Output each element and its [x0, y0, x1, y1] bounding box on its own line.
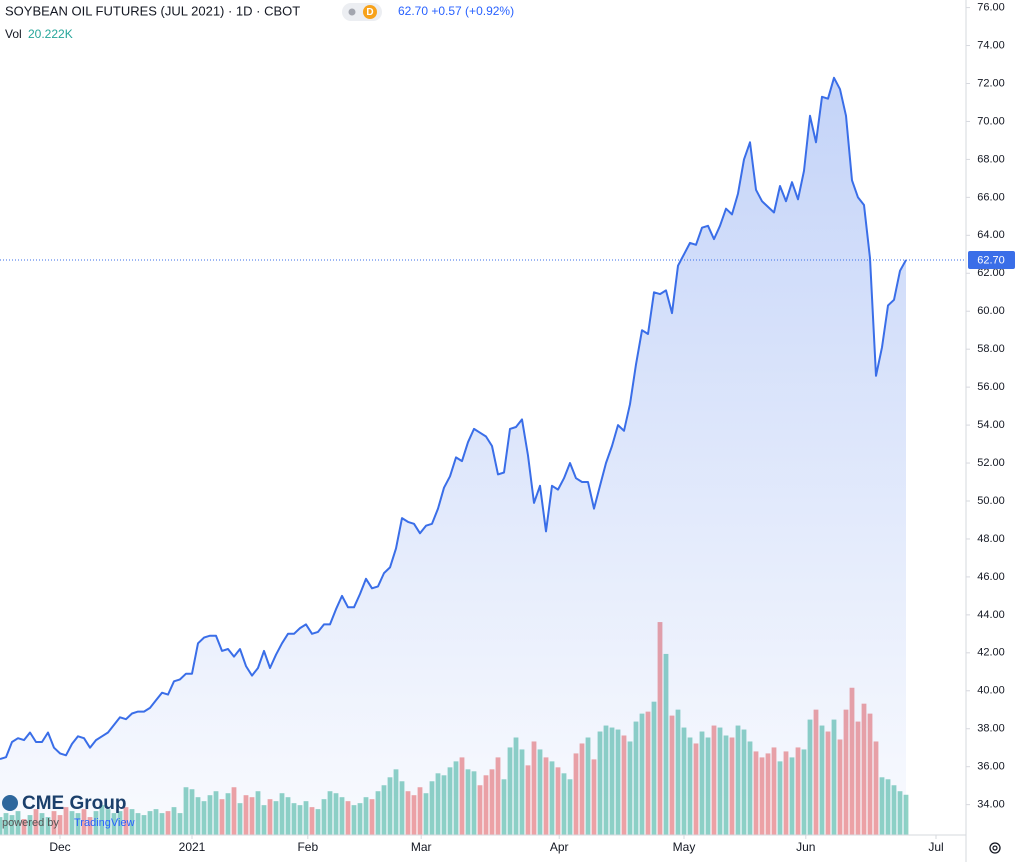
badge-dot [348, 8, 356, 16]
y-tick-label: 44.00 [977, 609, 1005, 621]
y-tick-label: 62.00 [977, 267, 1005, 279]
volume-label: Vol [5, 27, 22, 41]
volume-value: 20.222K [28, 27, 73, 41]
settings-icon[interactable] [989, 842, 1001, 854]
x-tick-label: Feb [297, 840, 318, 854]
y-tick-label: 38.00 [977, 723, 1005, 735]
y-tick-label: 66.00 [977, 191, 1005, 203]
y-tick-label: 70.00 [977, 115, 1005, 127]
y-tick-label: 76.00 [977, 1, 1005, 13]
y-tick-label: 34.00 [977, 799, 1005, 811]
interval-badge: D [366, 7, 373, 18]
cme-logo: CME Group [22, 793, 127, 814]
x-tick-label: Jul [928, 840, 943, 854]
x-tick-label: 2021 [179, 840, 206, 854]
x-tick-label: Mar [411, 840, 432, 854]
price-area [0, 77, 906, 836]
y-tick-label: 60.00 [977, 305, 1005, 317]
y-tick-label: 42.00 [977, 647, 1005, 659]
y-tick-label: 72.00 [977, 77, 1005, 89]
price-line [0, 76, 907, 761]
y-tick-label: 40.00 [977, 685, 1005, 697]
quote: 62.70 +0.57 (+0.92%) [398, 4, 514, 18]
y-tick-label: 68.00 [977, 153, 1005, 165]
y-tick-label: 74.00 [977, 39, 1005, 51]
x-tick-label: Dec [49, 840, 70, 854]
y-tick-label: 54.00 [977, 419, 1005, 431]
y-tick-label: 36.00 [977, 761, 1005, 773]
last-price-box [968, 250, 1015, 269]
y-tick-label: 58.00 [977, 343, 1005, 355]
plot-area [0, 76, 909, 836]
y-tick-label: 56.00 [977, 381, 1005, 393]
chart-title: SOYBEAN OIL FUTURES (JUL 2021) · 1D · CB… [5, 3, 300, 18]
y-tick-label: 50.00 [977, 495, 1005, 507]
powered-brand[interactable]: TradingView [74, 817, 135, 829]
x-tick-label: Apr [550, 840, 569, 854]
last-price-label: 62.70 [977, 254, 1005, 266]
x-tick-label: May [673, 840, 696, 854]
y-tick-label: 48.00 [977, 533, 1005, 545]
powered-by: powered by [2, 817, 59, 829]
x-tick-label: Jun [796, 840, 815, 854]
y-tick-label: 46.00 [977, 571, 1005, 583]
cme-globe [2, 795, 18, 811]
y-tick-label: 52.00 [977, 457, 1005, 469]
y-tick-label: 64.00 [977, 229, 1005, 241]
badge-circle [363, 5, 377, 19]
